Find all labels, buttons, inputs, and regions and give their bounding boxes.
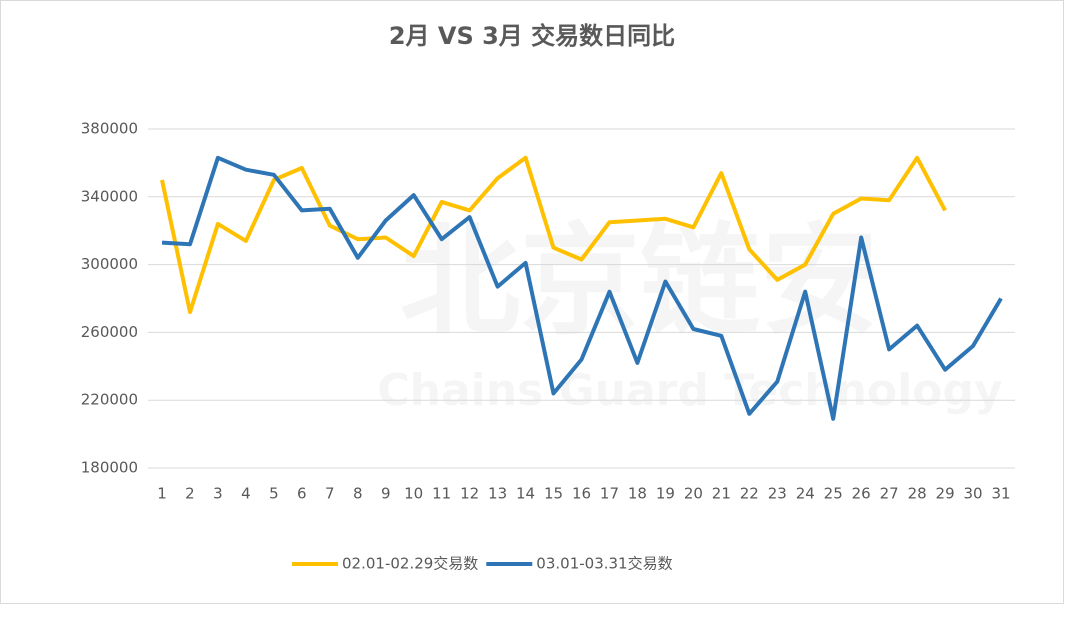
x-tick-label: 3 [213,485,223,503]
legend-label: 02.01-02.29交易数 [342,555,478,573]
x-tick-label: 5 [269,485,279,503]
x-tick-label: 9 [381,485,391,503]
y-tick-label: 380000 [81,120,138,138]
x-tick-label: 1 [157,485,167,503]
x-tick-label: 20 [684,485,703,503]
y-tick-label: 300000 [81,255,138,273]
x-tick-label: 17 [600,485,619,503]
data-line [160,155,947,315]
x-tick-label: 22 [740,485,759,503]
x-tick-label: 6 [297,485,307,503]
x-tick-label: 29 [936,485,955,503]
legend-label: 03.01-03.31交易数 [536,555,672,573]
x-tick-label: 11 [432,485,451,503]
x-tick-label: 4 [241,485,251,503]
y-tick-label: 260000 [81,323,138,341]
x-tick-label: 21 [712,485,731,503]
chart-title: 2月 VS 3月 交易数日同比 [389,22,675,50]
watermark: 北京链安 [400,213,880,352]
x-tick-label: 7 [325,485,335,503]
x-tick-label: 27 [880,485,899,503]
x-tick-label: 8 [353,485,363,503]
y-tick-label: 180000 [81,459,138,477]
x-tick-label: 31 [991,485,1010,503]
x-tick-label: 14 [516,485,535,503]
x-tick-label: 12 [460,485,479,503]
data-line [161,155,1003,421]
x-tick-label: 25 [824,485,843,503]
x-tick-label: 26 [852,485,871,503]
x-tick-label: 2 [185,485,195,503]
y-tick-label: 220000 [81,391,138,409]
x-tick-label: 18 [628,485,647,503]
x-tick-label: 28 [908,485,927,503]
watermark: Chains Guard Technology [377,365,1002,416]
x-tick-label: 23 [768,485,787,503]
x-tick-label: 24 [796,485,815,503]
x-tick-label: 30 [964,485,983,503]
y-tick-label: 340000 [81,187,138,205]
x-tick-label: 19 [656,485,675,503]
x-tick-label: 15 [544,485,563,503]
x-tick-label: 13 [488,485,507,503]
x-tick-label: 10 [404,485,423,503]
x-tick-label: 16 [572,485,591,503]
